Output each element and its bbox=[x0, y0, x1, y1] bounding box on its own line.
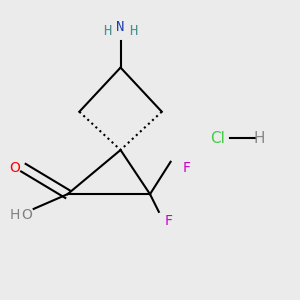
Text: Cl: Cl bbox=[210, 131, 225, 146]
Text: F: F bbox=[182, 161, 190, 175]
Text: N: N bbox=[116, 20, 125, 34]
Text: O: O bbox=[21, 208, 32, 222]
Text: H: H bbox=[130, 24, 138, 38]
Text: O: O bbox=[10, 161, 20, 175]
Text: H: H bbox=[103, 24, 112, 38]
Text: H: H bbox=[253, 131, 265, 146]
Text: F: F bbox=[165, 214, 173, 228]
Text: H: H bbox=[10, 208, 20, 222]
